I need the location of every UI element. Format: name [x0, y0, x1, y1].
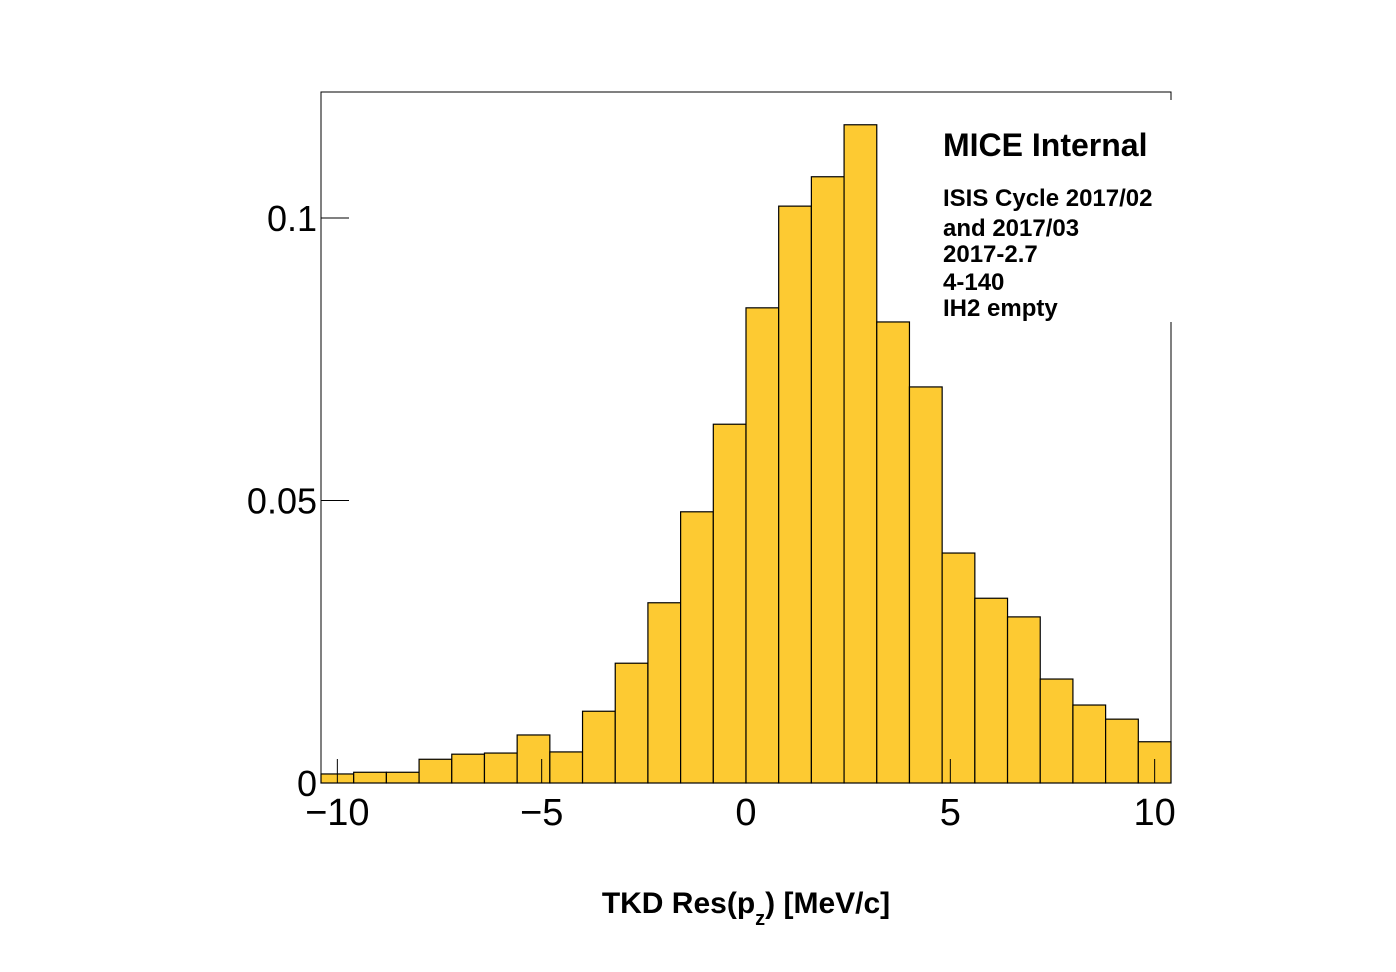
annotation: 4-140	[943, 269, 1004, 296]
annotation: and 2017/03	[943, 215, 1079, 242]
bar	[385, 771, 420, 784]
y-tick-label: 0	[297, 763, 317, 804]
bar	[908, 386, 943, 784]
bar	[353, 771, 387, 784]
plot-area: 0 0.05 0.1 −10 −5 0 5 10	[247, 91, 1176, 834]
bar	[876, 321, 911, 784]
x-tick-label: 10	[1134, 792, 1176, 834]
bar	[516, 734, 551, 784]
y-tick-label: 0.05	[247, 480, 317, 521]
bar	[451, 753, 486, 784]
x-axis-label: TKD Res(pz) [MeV/c]	[602, 887, 890, 930]
bar	[680, 511, 714, 784]
bar	[810, 176, 845, 784]
bar	[745, 307, 780, 784]
x-tick-label: −10	[305, 792, 369, 834]
annotation: ISIS Cycle 2017/02	[943, 185, 1152, 212]
bar	[941, 552, 976, 784]
bar	[647, 602, 682, 784]
bar	[1072, 704, 1107, 784]
annotation: MICE Internal	[943, 127, 1147, 163]
annotation: 2017-2.7	[943, 241, 1038, 268]
bar	[974, 597, 1009, 784]
bar	[1105, 718, 1139, 784]
x-axis-label-part: ) [MeV/c]	[765, 887, 890, 920]
x-axis-label-sub: z	[755, 908, 765, 930]
x-tick-label: 5	[940, 792, 961, 834]
bar	[843, 124, 878, 784]
bar	[1006, 616, 1041, 784]
x-tick-label: 0	[735, 792, 756, 834]
legend-box	[936, 100, 1181, 322]
bar	[549, 751, 584, 784]
y-tick-label: 0.1	[267, 198, 317, 239]
x-axis-label-part: TKD Res(p	[602, 887, 755, 920]
bar	[778, 205, 812, 784]
annotation: IH2 empty	[943, 295, 1058, 322]
bar	[1039, 678, 1074, 784]
bar	[581, 710, 616, 784]
bar	[712, 423, 747, 784]
x-tick-label: −5	[520, 792, 563, 834]
bar	[418, 758, 453, 784]
bar	[483, 752, 518, 784]
bar	[614, 662, 649, 784]
